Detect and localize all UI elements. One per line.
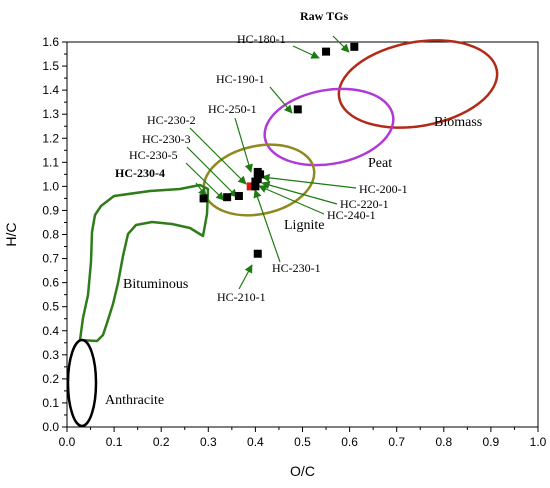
y-tick-label: 0.2 [42, 372, 59, 386]
arrow-hc-250-1 [234, 117, 253, 173]
y-tick-label: 1.4 [42, 83, 59, 97]
x-tick-label: 0.4 [247, 435, 264, 449]
label-raw-tgs: Raw TGs [300, 9, 348, 23]
y-tick-label: 0.9 [42, 203, 59, 217]
y-tick-label: 0.7 [42, 252, 59, 266]
y-axis-title: H/C [3, 222, 19, 246]
arrow-hc-230-3 [186, 146, 238, 198]
y-tick-label: 0.1 [42, 396, 59, 410]
x-tick-label: 0.2 [153, 435, 170, 449]
arrow-hc-230-1 [253, 189, 281, 263]
y-tick-label: 0.5 [42, 300, 59, 314]
y-tick-label: 0.0 [42, 420, 59, 434]
region-label-lignite: Lignite [284, 218, 324, 233]
data-points [199, 42, 359, 258]
label-hc-210-1: HC-210-1 [217, 290, 266, 304]
arrow-raw-tgs [332, 35, 350, 53]
bituminous-region [78, 183, 210, 343]
arrow-hc-180-1 [292, 45, 320, 59]
anthracite-region [66, 338, 98, 428]
region-label-biomass: Biomass [434, 115, 482, 130]
point-hc-230-5 [246, 182, 255, 191]
x-tick-label: 0.5 [294, 435, 311, 449]
label-hc-190-1: HC-190-1 [216, 72, 265, 86]
y-tick-label: 1.0 [42, 179, 59, 193]
region-label-bituminous: Bituminous [123, 277, 188, 292]
point-hc-210-1 [253, 249, 262, 258]
x-axis-title: O/C [290, 463, 315, 479]
y-tick-label: 1.2 [42, 131, 59, 145]
label-hc-230-1: HC-230-1 [272, 261, 321, 275]
label-hc-200-1: HC-200-1 [359, 182, 408, 196]
plot-frame [66, 41, 539, 428]
x-tick-label: 0.7 [388, 435, 405, 449]
arrow-hc-210-1 [238, 264, 253, 290]
point-hc-230-3 [223, 193, 232, 202]
point-hc-230-4 [199, 194, 208, 203]
region-label-anthracite: Anthracite [105, 393, 164, 408]
axes: 0.0 0.1 0.2 0.3 0.4 0.5 0.6 0.7 0.8 0.9 1.0 0.0 0.1 0… [3, 35, 547, 479]
arrow-hc-200-1 [261, 173, 357, 189]
y-tick-label: 1.3 [42, 107, 59, 121]
peat-region [263, 87, 395, 167]
arrow-hc-240-1 [258, 185, 325, 215]
y-tick-label: 0.8 [42, 228, 59, 242]
point-hc-230-1 [251, 182, 260, 191]
x-tick-label: 0.1 [106, 435, 123, 449]
label-hc-230-5: HC-230-5 [129, 148, 178, 162]
arrow-hc-230-4 [195, 182, 207, 197]
x-tick-label: 0.8 [435, 435, 452, 449]
x-tick-label: 1.0 [530, 435, 547, 449]
y-tick-label: 0.6 [42, 276, 59, 290]
region-label-peat: Peat [368, 156, 392, 171]
y-tick-label: 1.6 [42, 35, 59, 49]
x-tick-label: 0.6 [341, 435, 358, 449]
coal-regions: Biomass Peat Lignite Bituminous Anthracite [66, 39, 499, 428]
point-raw-tgs [350, 42, 359, 51]
point-hc-190-1 [293, 105, 302, 114]
label-hc-220-1: HC-220-1 [340, 197, 389, 211]
label-hc-230-4: HC-230-4 [115, 166, 165, 180]
biomass-region [337, 39, 499, 129]
point-hc-240-1 [251, 177, 260, 186]
arrow-hc-230-2 [189, 127, 247, 185]
point-hc-180-1 [322, 47, 331, 56]
arrow-hc-190-1 [269, 86, 293, 114]
arrow-hc-230-5 [185, 162, 225, 201]
label-hc-180-1: HC-180-1 [237, 32, 286, 46]
y-tick-label: 1.1 [42, 155, 59, 169]
x-tick-label: 0.0 [59, 435, 76, 449]
point-hc-230-2 [234, 192, 243, 200]
label-arrows [185, 35, 357, 290]
label-hc-230-2: HC-230-2 [147, 113, 196, 127]
y-tick-label: 0.3 [42, 348, 59, 362]
x-tick-label: 0.9 [483, 435, 500, 449]
point-labels: Raw TGs HC-180-1 HC-190-1 HC-250-1 HC-230-2 H… [115, 9, 408, 304]
x-tick-label: 0.3 [200, 435, 217, 449]
point-hc-200-1 [256, 170, 265, 179]
label-hc-250-1: HC-250-1 [208, 102, 257, 116]
label-hc-230-3: HC-230-3 [142, 132, 191, 146]
y-tick-label: 0.4 [42, 324, 59, 338]
label-hc-240-1: HC-240-1 [327, 208, 376, 222]
arrow-hc-220-1 [261, 180, 338, 205]
y-tick-label: 1.5 [42, 59, 59, 73]
